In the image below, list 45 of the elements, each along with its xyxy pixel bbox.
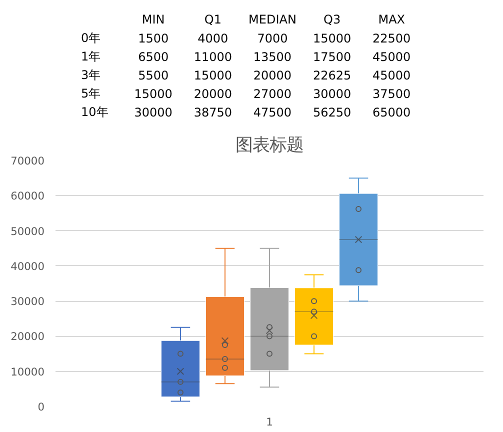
data-label: 38750 [194, 106, 232, 120]
x-tick-label: MAX [378, 12, 406, 26]
data-label: 65000 [372, 106, 411, 120]
data-label: 4000 [198, 32, 228, 46]
x-tick-label: 1 [266, 416, 273, 428]
data-label: 20000 [194, 87, 232, 101]
data-label: 37500 [372, 87, 411, 101]
x-tick-label: MEDIAN [248, 12, 296, 26]
data-label: 30000 [134, 106, 172, 120]
data-label: 20000 [253, 68, 292, 82]
data-label: 22625 [312, 68, 352, 82]
chart-title: 图表标题 [236, 136, 304, 156]
y-tick-label: 70000 [10, 154, 45, 168]
y-tick-label: 3年 [81, 68, 101, 82]
data-label: 45000 [372, 68, 411, 82]
y-tick-label: 0 [38, 400, 45, 414]
data-label: 5500 [138, 68, 169, 82]
data-label: 1500 [138, 32, 169, 46]
data-label: 15000 [134, 87, 172, 101]
data-label: 11000 [194, 50, 232, 64]
y-tick-label: 40000 [10, 260, 45, 273]
y-tick-label: 20000 [10, 330, 45, 344]
y-tick-label: 5年 [81, 86, 101, 100]
x-tick-label: MIN [142, 12, 165, 26]
data-label: 17500 [312, 50, 352, 64]
data-label: 15000 [312, 32, 352, 46]
data-label: 56250 [312, 106, 352, 120]
data-label: 47500 [253, 106, 292, 120]
y-tick-label: 10年 [81, 105, 108, 119]
x-tick-label: Q3 [324, 12, 341, 26]
data-label: 30000 [312, 87, 352, 101]
x-tick-label: Q1 [204, 12, 222, 26]
data-label: 45000 [372, 50, 411, 64]
data-label: 27000 [253, 87, 292, 101]
y-tick-label: 50000 [10, 224, 45, 238]
data-label: 6500 [138, 50, 169, 64]
data-label: 7000 [257, 32, 288, 46]
y-tick-label: 60000 [10, 190, 45, 203]
data-label: 13500 [253, 50, 292, 64]
y-tick-label: 0年 [81, 31, 101, 45]
data-label: 15000 [194, 68, 232, 82]
y-tick-label: 1年 [81, 50, 101, 64]
data-label: 22500 [372, 32, 411, 46]
y-tick-label: 30000 [10, 295, 45, 308]
y-tick-label: 10000 [10, 365, 45, 378]
